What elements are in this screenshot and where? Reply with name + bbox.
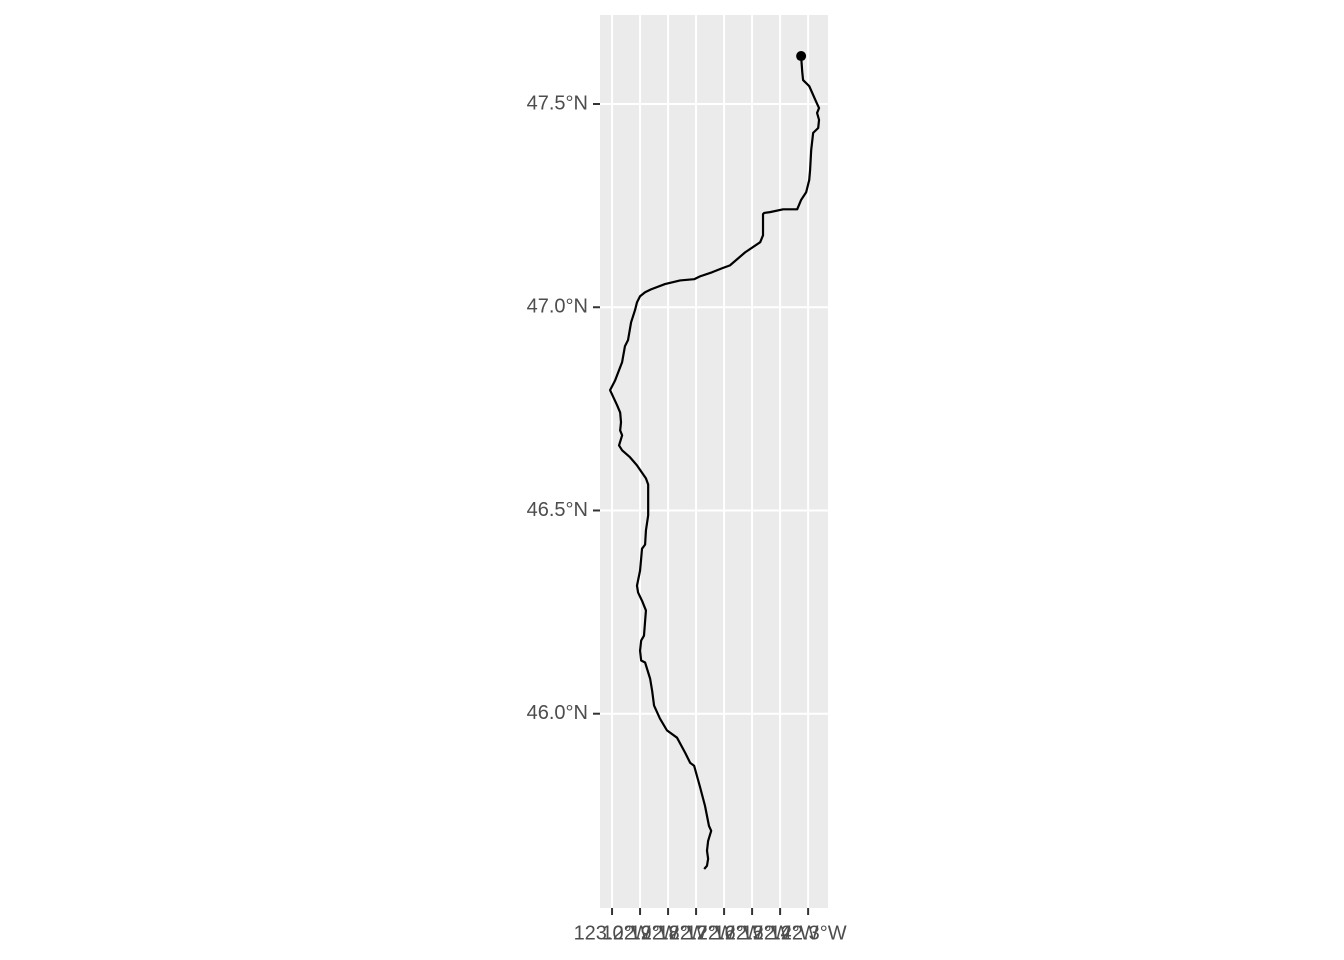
x-tick-label: 122.7°W — [658, 922, 735, 944]
x-tick-label: 122.3°W — [770, 922, 847, 944]
y-tick-label: 47.5°N — [527, 92, 588, 114]
x-tick-label: 122.9°W — [602, 922, 679, 944]
route-line — [608, 55, 821, 870]
x-tick-label: 122.4°W — [742, 922, 819, 944]
panel — [600, 15, 828, 908]
start-point — [796, 51, 807, 62]
y-tick-label: 46.5°N — [527, 499, 588, 521]
x-tick-label: 122.5°W — [714, 922, 791, 944]
y-tick-label: 47.0°N — [527, 296, 588, 318]
x-tick-label: 123.0°W — [574, 922, 651, 944]
y-tick-label: 46.0°N — [527, 702, 588, 724]
x-tick-label: 122.8°W — [630, 922, 707, 944]
x-tick-label: 122.6°W — [686, 922, 763, 944]
